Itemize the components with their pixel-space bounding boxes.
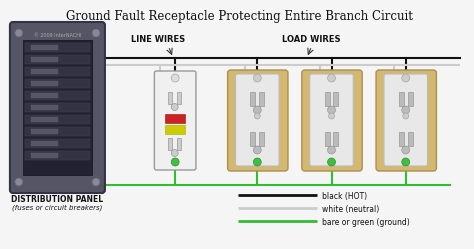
Bar [31,57,58,62]
FancyBboxPatch shape [376,70,437,171]
Circle shape [92,178,100,186]
Bar [31,153,58,158]
Circle shape [328,113,335,119]
Bar [25,151,90,160]
Bar [177,138,181,150]
Circle shape [402,146,410,154]
Bar [25,79,90,88]
FancyBboxPatch shape [302,70,362,171]
Bar [31,105,58,110]
Circle shape [253,74,261,82]
Text: bare or green (ground): bare or green (ground) [322,217,410,227]
FancyBboxPatch shape [10,22,105,193]
Circle shape [253,146,261,154]
Bar [399,92,404,106]
Circle shape [171,104,178,111]
Circle shape [171,158,179,166]
Text: (fuses or circuit breakers): (fuses or circuit breakers) [12,204,102,211]
Bar [25,139,90,148]
Text: white (neutral): white (neutral) [322,204,379,213]
Bar [334,132,338,146]
Circle shape [402,106,410,114]
FancyBboxPatch shape [228,70,288,171]
Circle shape [253,158,261,166]
Circle shape [171,74,179,82]
Bar [25,91,90,100]
Bar [25,127,90,136]
FancyBboxPatch shape [155,71,196,170]
Bar [408,132,413,146]
Bar [259,92,264,106]
Bar [31,117,58,122]
Circle shape [328,158,336,166]
Circle shape [403,113,409,119]
Text: DISTRIBUTION PANEL: DISTRIBUTION PANEL [11,195,103,204]
Bar [259,132,264,146]
Bar [250,92,255,106]
FancyBboxPatch shape [384,74,428,166]
Bar [168,138,172,150]
Bar [325,92,329,106]
Text: Ground Fault Receptacle Protecting Entire Branch Circuit: Ground Fault Receptacle Protecting Entir… [66,10,413,23]
Circle shape [328,106,336,114]
Text: LINE WIRES: LINE WIRES [131,35,185,44]
Bar [165,114,185,123]
Bar [325,132,329,146]
FancyBboxPatch shape [310,74,353,166]
Circle shape [171,149,178,157]
Circle shape [255,113,260,119]
Bar [31,141,58,146]
Bar [31,81,58,86]
Text: © 2009 InterNACHI: © 2009 InterNACHI [34,33,81,38]
Bar [25,55,90,64]
Circle shape [253,106,261,114]
Bar [177,92,181,104]
Bar [25,115,90,124]
Circle shape [15,29,23,37]
Bar [168,92,172,104]
Bar [334,92,338,106]
Bar [408,92,413,106]
Circle shape [328,74,336,82]
Text: black (HOT): black (HOT) [322,191,367,200]
Circle shape [92,29,100,37]
Bar [23,40,92,175]
Bar [31,129,58,134]
Bar [399,132,404,146]
Bar [25,67,90,76]
Bar [25,103,90,112]
Bar [31,45,58,50]
Bar [31,93,58,98]
Circle shape [402,158,410,166]
Bar [25,43,90,52]
Bar [31,69,58,74]
Circle shape [15,178,23,186]
Text: LOAD WIRES: LOAD WIRES [283,35,341,44]
Circle shape [402,74,410,82]
Bar [250,132,255,146]
Bar [165,125,185,134]
FancyBboxPatch shape [236,74,279,166]
Circle shape [328,146,336,154]
